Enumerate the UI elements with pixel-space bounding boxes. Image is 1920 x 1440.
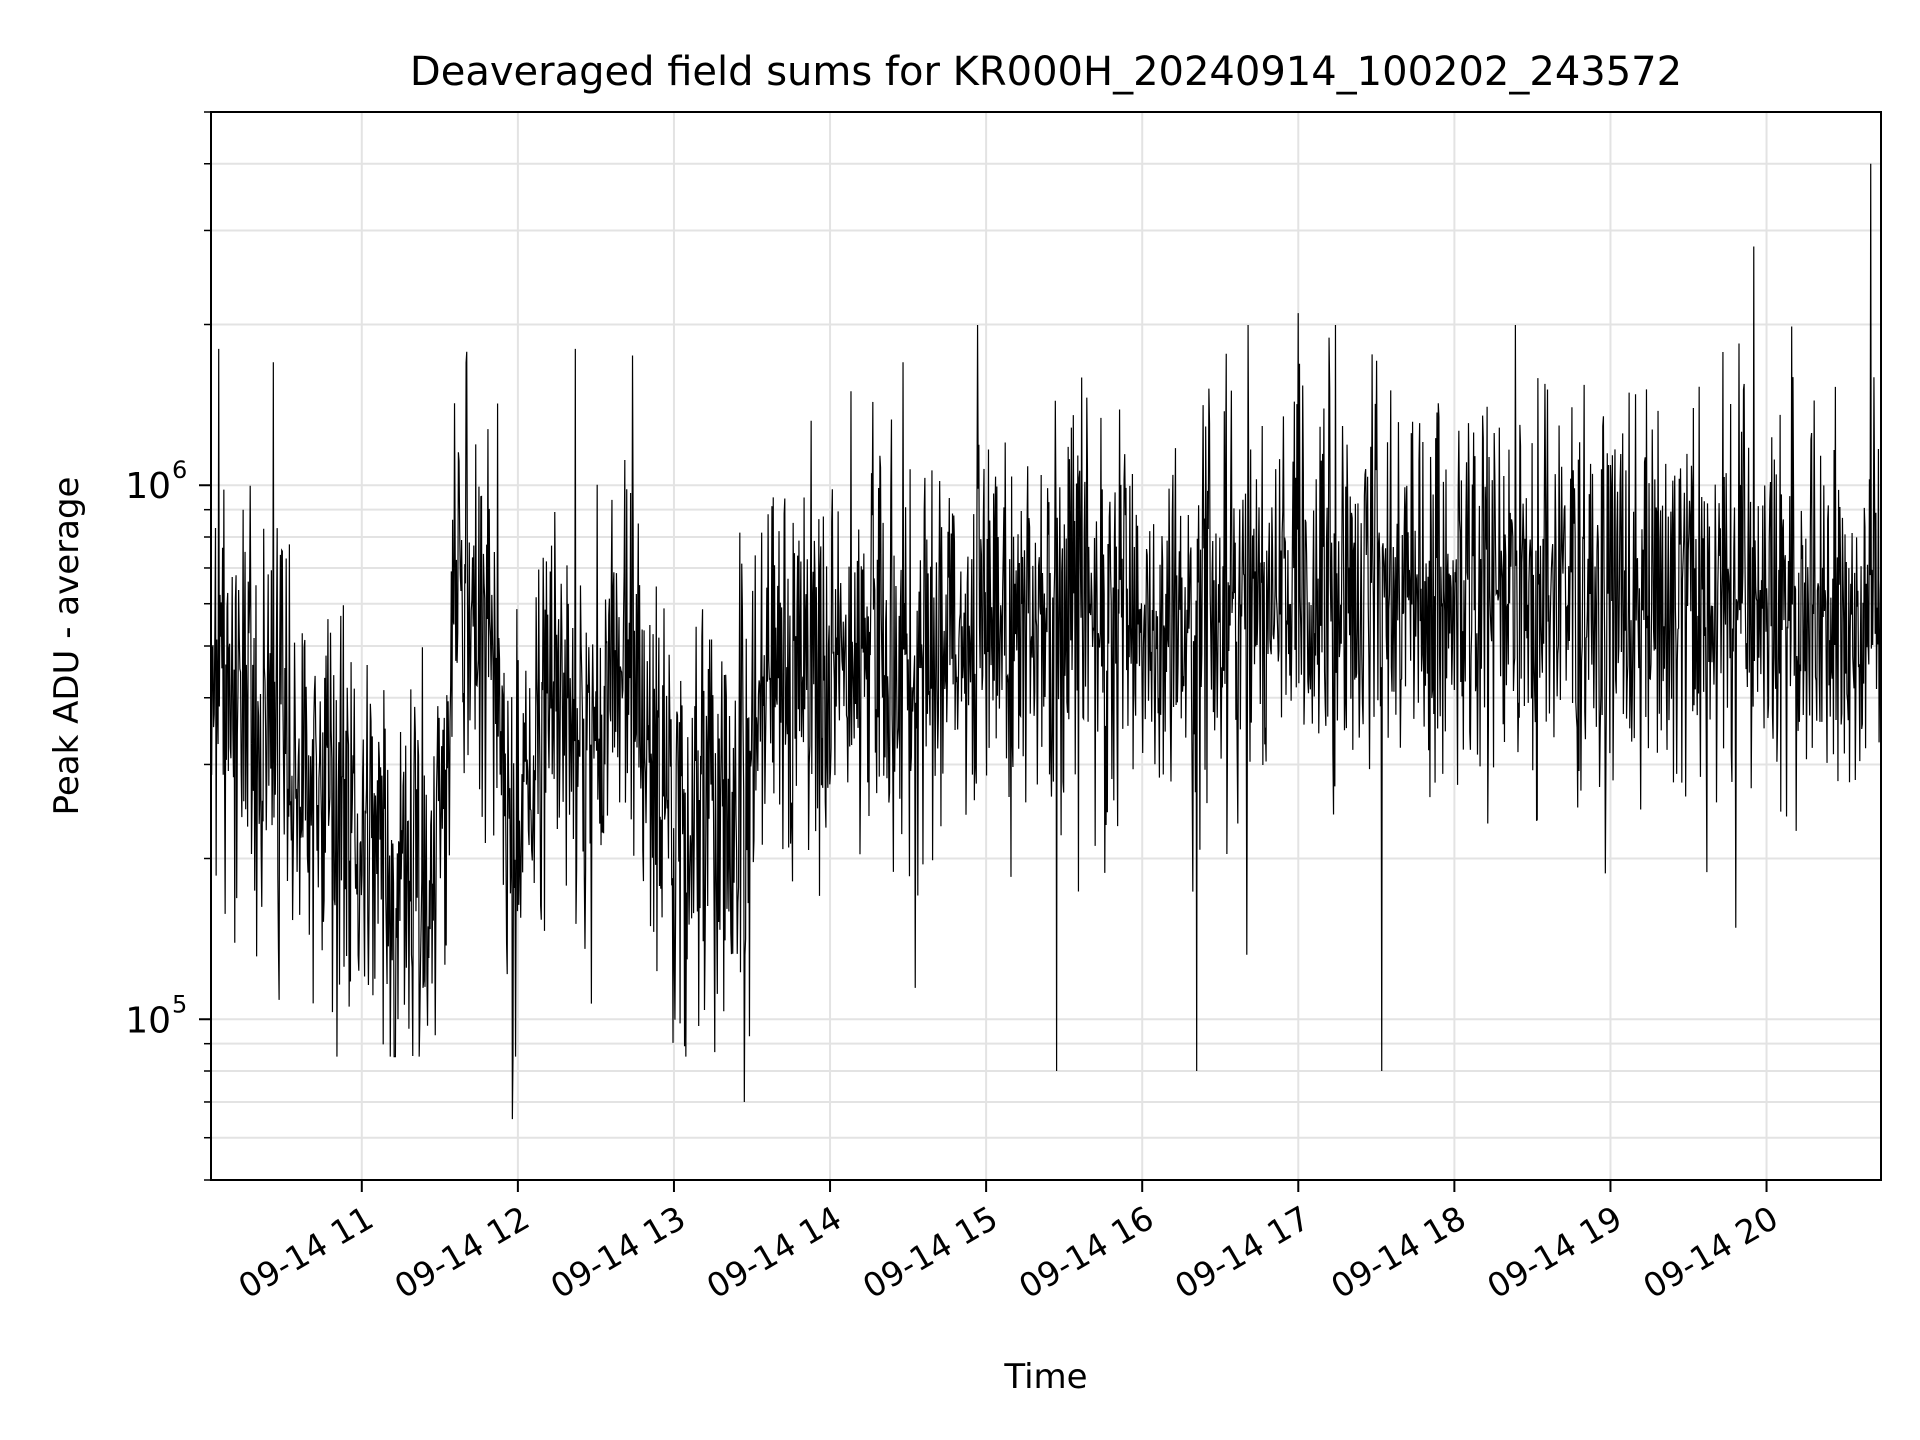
y-tick-exponent: 6 bbox=[172, 456, 187, 484]
data-line bbox=[210, 163, 1882, 1120]
y-tick-label: 10 bbox=[125, 1000, 171, 1041]
y-tick-label: 10 bbox=[125, 466, 171, 507]
chart-title: Deaveraged field sums for KR000H_2024091… bbox=[410, 49, 1682, 95]
series-line bbox=[210, 163, 1882, 1120]
y-axis-label: Peak ADU - average bbox=[47, 477, 87, 816]
y-tick-exponent: 5 bbox=[172, 990, 187, 1018]
x-axis-label: Time bbox=[1003, 1357, 1087, 1397]
